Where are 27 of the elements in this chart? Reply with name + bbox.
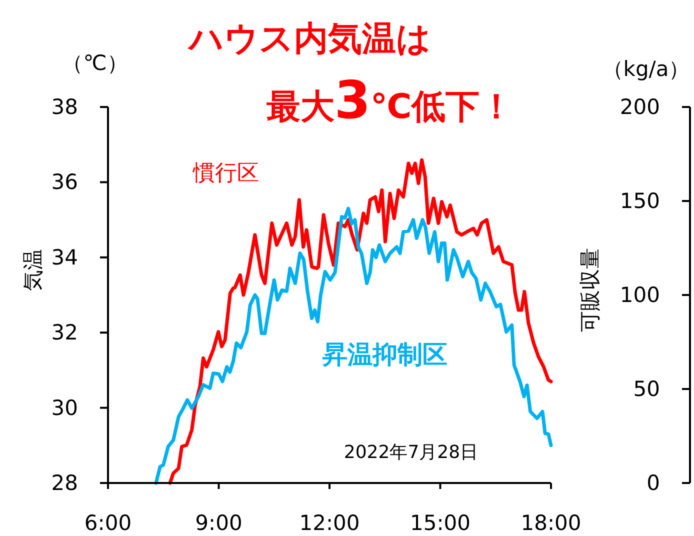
y2-tick-label: 100 — [620, 283, 660, 307]
y-tick-label: 28 — [51, 471, 78, 495]
x-tick-label: 18:00 — [520, 511, 582, 535]
y2-tick-label: 150 — [620, 189, 660, 213]
y-tick-label: 38 — [51, 95, 78, 119]
x-tick-label: 9:00 — [195, 511, 242, 535]
series-label: 慣行区 — [192, 161, 259, 186]
y-axis-title: 気温 — [21, 249, 45, 291]
line-series — [154, 206, 553, 485]
line-series — [168, 158, 553, 485]
annotation: 2022年7月28日 — [344, 442, 478, 463]
y2-axis-title: 可販収量 — [578, 248, 602, 332]
y-tick-label: 30 — [51, 396, 78, 420]
x-tick-label: 12:00 — [299, 511, 360, 535]
chart-title: ハウス内気温は — [187, 19, 431, 59]
series-label: 昇温抑制区 — [322, 340, 448, 369]
chart-subtitle: 最大3℃低下！ — [266, 71, 514, 131]
y2-tick-label: 50 — [633, 377, 660, 401]
y2-tick-label: 200 — [620, 95, 660, 119]
y-tick-label: 36 — [51, 170, 78, 194]
x-tick-label: 15:00 — [410, 511, 471, 535]
y2-tick-label: 0 — [646, 471, 660, 495]
y-tick-label: 34 — [51, 245, 78, 270]
x-tick-label: 6:00 — [84, 511, 132, 535]
text: （℃） — [62, 51, 128, 75]
y-tick-label: 32 — [51, 320, 78, 345]
text: （kg/a） — [602, 57, 690, 81]
